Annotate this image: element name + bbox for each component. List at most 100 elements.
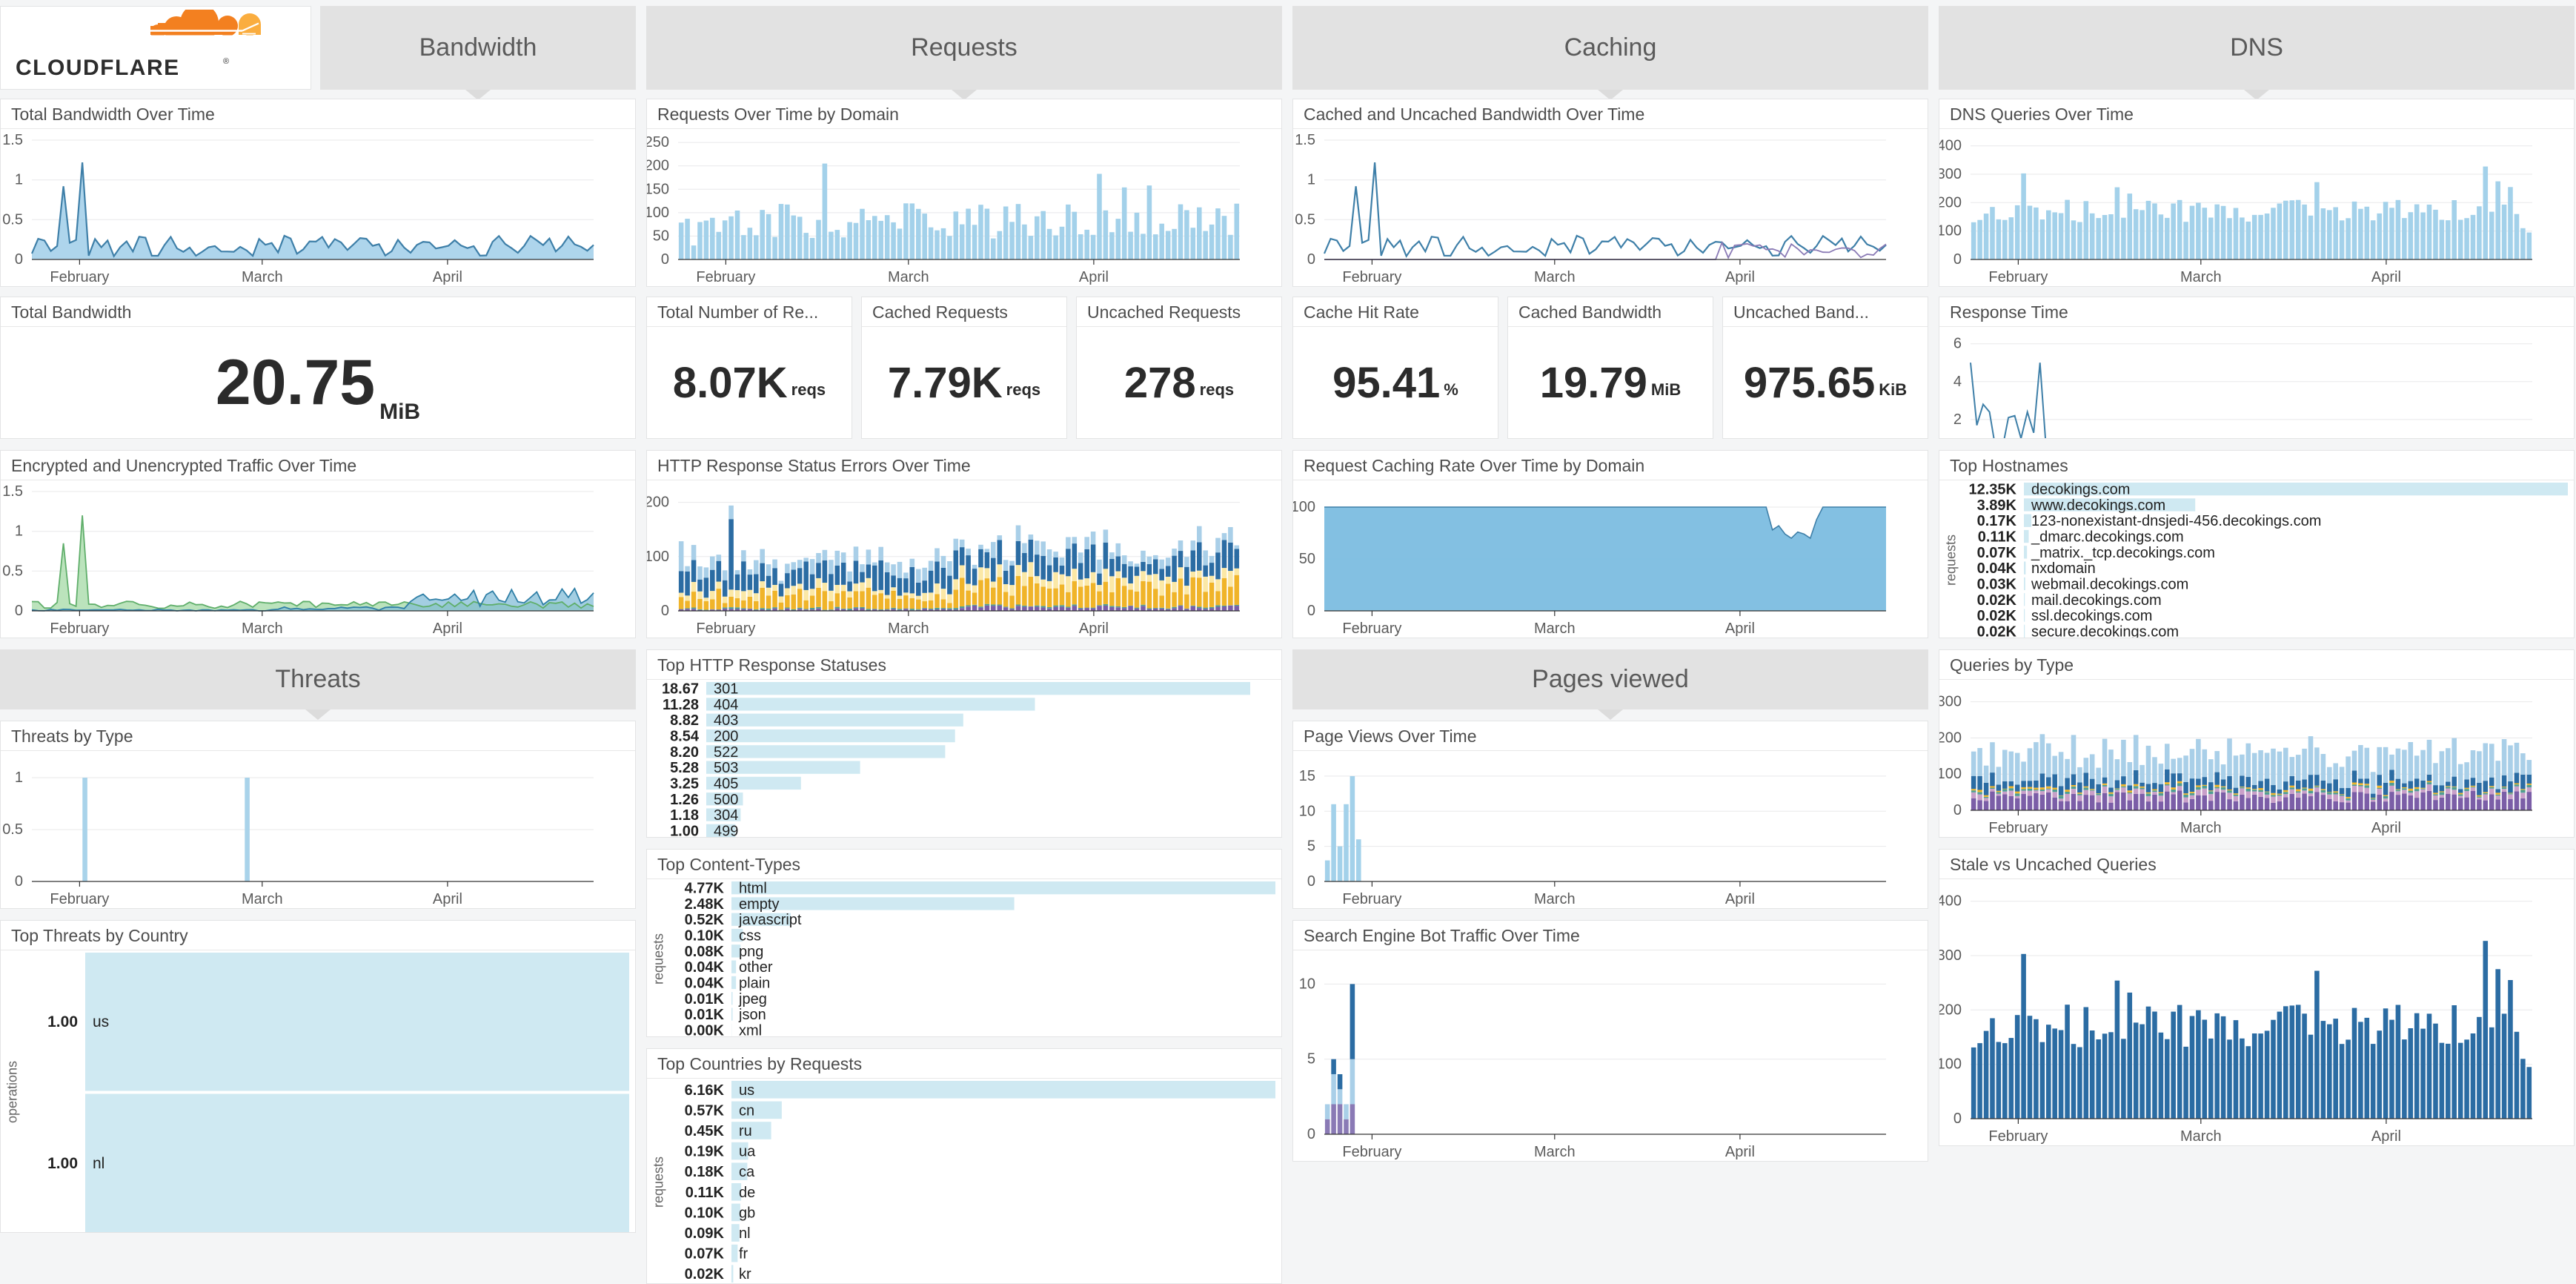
svg-text:February: February	[1988, 269, 2048, 285]
svg-text:February: February	[1342, 621, 1401, 637]
svg-text:0: 0	[1953, 802, 1962, 818]
svg-text:0: 0	[1307, 251, 1315, 268]
svg-text:522: 522	[714, 744, 738, 761]
svg-text:0: 0	[1307, 873, 1315, 890]
svg-text:200: 200	[1939, 194, 1962, 211]
svg-text:xml: xml	[739, 1022, 762, 1037]
svg-text:0: 0	[1307, 603, 1315, 619]
svg-text:404: 404	[714, 697, 738, 713]
svg-text:1.18: 1.18	[670, 807, 699, 824]
svg-text:0.11K: 0.11K	[686, 1185, 725, 1201]
svg-text:empty: empty	[739, 896, 779, 913]
svg-text:10: 10	[1299, 803, 1315, 819]
svg-text:nxdomain: nxdomain	[2031, 560, 2096, 577]
svg-text:other: other	[739, 959, 773, 976]
svg-text:200: 200	[714, 729, 738, 745]
svg-text:0.52K: 0.52K	[685, 912, 725, 928]
svg-text:April: April	[433, 621, 462, 637]
svg-text:March: March	[242, 891, 283, 907]
svg-text:March: March	[2180, 269, 2222, 285]
svg-text:18.67: 18.67	[662, 681, 699, 698]
svg-text:de: de	[739, 1185, 755, 1201]
svg-text:March: March	[1534, 891, 1576, 907]
svg-text:4.77K: 4.77K	[685, 881, 725, 897]
svg-text:February: February	[50, 621, 109, 637]
svg-text:0.02K: 0.02K	[1977, 608, 2017, 624]
svg-text:html: html	[739, 881, 767, 897]
svg-text:304: 304	[714, 807, 738, 824]
svg-text:11.28: 11.28	[663, 697, 699, 713]
svg-text:400: 400	[1939, 893, 1962, 910]
svg-text:500: 500	[714, 792, 738, 808]
svg-text:kr: kr	[739, 1266, 751, 1283]
svg-text:0.08K: 0.08K	[685, 944, 725, 960]
svg-text:json: json	[738, 1007, 766, 1023]
svg-text:April: April	[1079, 269, 1109, 285]
svg-text:March: March	[1534, 1144, 1576, 1160]
svg-text:1: 1	[1307, 172, 1315, 188]
svg-text:301: 301	[714, 681, 738, 698]
svg-text:us: us	[93, 1013, 109, 1030]
svg-text:0: 0	[661, 251, 669, 268]
svg-text:April: April	[1079, 621, 1109, 637]
svg-text:5: 5	[1307, 1051, 1315, 1068]
svg-text:3.25: 3.25	[670, 776, 699, 792]
svg-text:1.00: 1.00	[47, 1155, 78, 1172]
svg-text:123-nonexistant-dnsjedi-456.de: 123-nonexistant-dnsjedi-456.decokings.co…	[2031, 513, 2321, 529]
svg-text:5: 5	[1307, 838, 1315, 855]
svg-text:100: 100	[647, 205, 669, 221]
svg-text:0.04K: 0.04K	[1977, 560, 2017, 577]
svg-text:0.01K: 0.01K	[685, 991, 725, 1007]
svg-text:1.5: 1.5	[1295, 132, 1315, 148]
svg-text:200: 200	[1939, 729, 1962, 746]
svg-text:6.16K: 6.16K	[685, 1082, 725, 1099]
svg-text:1.5: 1.5	[2, 132, 23, 148]
svg-text:mail.decokings.com: mail.decokings.com	[2031, 592, 2162, 609]
svg-text:0: 0	[1953, 251, 1962, 268]
svg-text:decokings.com: decokings.com	[2031, 482, 2130, 498]
svg-text:0.04K: 0.04K	[685, 959, 725, 976]
svg-text:0.19K: 0.19K	[685, 1144, 725, 1160]
svg-text:ca: ca	[739, 1164, 755, 1180]
svg-text:1.26: 1.26	[670, 792, 699, 808]
svg-text:100: 100	[647, 549, 669, 565]
svg-text:0.18K: 0.18K	[685, 1164, 725, 1180]
svg-text:50: 50	[653, 228, 669, 244]
svg-text:0: 0	[15, 251, 23, 268]
svg-text:0.5: 0.5	[2, 821, 23, 838]
svg-text:400: 400	[1939, 138, 1962, 154]
svg-text:March: March	[2180, 1128, 2222, 1145]
svg-text:0.45K: 0.45K	[685, 1123, 725, 1139]
svg-text:April: April	[2371, 820, 2401, 836]
svg-text:1: 1	[15, 770, 23, 786]
svg-text:0: 0	[1307, 1126, 1315, 1142]
svg-text:0.11K: 0.11K	[1978, 529, 2017, 546]
svg-text:0.5: 0.5	[2, 563, 23, 579]
svg-text:ssl.decokings.com: ssl.decokings.com	[2031, 608, 2152, 624]
svg-text:April: April	[1725, 269, 1755, 285]
svg-text:100: 100	[1939, 766, 1962, 782]
svg-text:150: 150	[647, 181, 669, 197]
svg-text:0: 0	[661, 603, 669, 619]
svg-text:cn: cn	[739, 1102, 754, 1119]
svg-text:0.5: 0.5	[1295, 211, 1315, 228]
svg-text:jpeg: jpeg	[738, 991, 767, 1007]
svg-text:403: 403	[714, 712, 738, 729]
svg-text:March: March	[888, 269, 929, 285]
svg-text:April: April	[433, 891, 462, 907]
svg-text:100: 100	[1939, 1056, 1962, 1073]
svg-text:50: 50	[1299, 551, 1315, 567]
svg-text:nl: nl	[93, 1155, 104, 1172]
svg-text:5.28: 5.28	[670, 760, 699, 776]
svg-text:plain: plain	[739, 976, 770, 992]
svg-text:March: March	[242, 269, 283, 285]
svg-text:March: March	[2180, 820, 2222, 836]
svg-text:css: css	[739, 928, 761, 944]
svg-text:2.48K: 2.48K	[685, 896, 725, 913]
svg-text:®: ®	[223, 57, 229, 66]
svg-text:0.02K: 0.02K	[1977, 592, 2017, 609]
svg-text:February: February	[1988, 1128, 2048, 1145]
svg-text:secure.decokings.com: secure.decokings.com	[2031, 623, 2179, 638]
svg-text:300: 300	[1939, 694, 1962, 710]
svg-text:0.03K: 0.03K	[1977, 577, 2017, 593]
